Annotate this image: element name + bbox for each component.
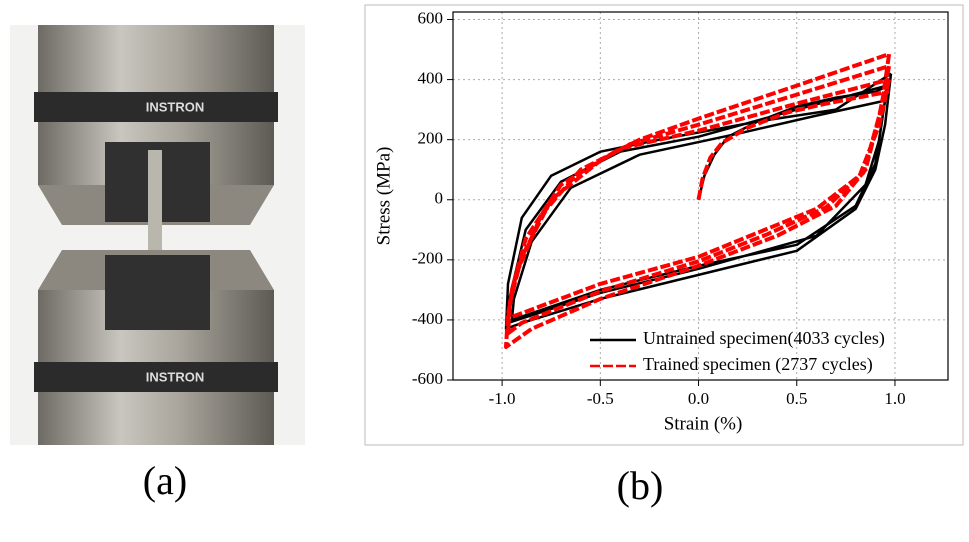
plot-frame bbox=[452, 11, 949, 381]
lower-band bbox=[34, 362, 278, 392]
legend-label: Trained specimen (2737 cycles) bbox=[643, 354, 873, 375]
y-tick-label: 0 bbox=[435, 189, 444, 208]
x-tick-label: 1.0 bbox=[884, 389, 905, 408]
y-tick-label: 400 bbox=[418, 68, 444, 87]
x-axis-title: Strain (%) bbox=[664, 413, 743, 434]
y-tick-label: -400 bbox=[412, 309, 443, 328]
x-tick-label: -0.5 bbox=[587, 389, 614, 408]
panel-label: (a) bbox=[143, 458, 187, 503]
y-tick-label: 200 bbox=[418, 129, 444, 148]
brand-label: INSTRON bbox=[146, 369, 205, 384]
panel-label: (b) bbox=[617, 463, 664, 508]
chart-frame bbox=[364, 4, 964, 446]
x-tick-label: 0.0 bbox=[688, 389, 709, 408]
legend-label: Untrained specimen(4033 cycles) bbox=[643, 328, 885, 349]
y-tick-label: -200 bbox=[412, 249, 443, 268]
series-line bbox=[504, 72, 893, 331]
upper-band bbox=[34, 92, 278, 122]
lower-grip bbox=[105, 255, 210, 330]
x-tick-label: -1.0 bbox=[489, 389, 516, 408]
y-axis-title: Stress (MPa) bbox=[373, 147, 394, 246]
photo: INSTRON INSTRON bbox=[10, 25, 305, 445]
y-tick-label: 600 bbox=[418, 8, 444, 27]
series-line bbox=[504, 52, 892, 349]
y-tick-label: -600 bbox=[412, 369, 443, 388]
brand-label: INSTRON bbox=[146, 99, 205, 114]
x-tick-label: 0.5 bbox=[786, 389, 807, 408]
